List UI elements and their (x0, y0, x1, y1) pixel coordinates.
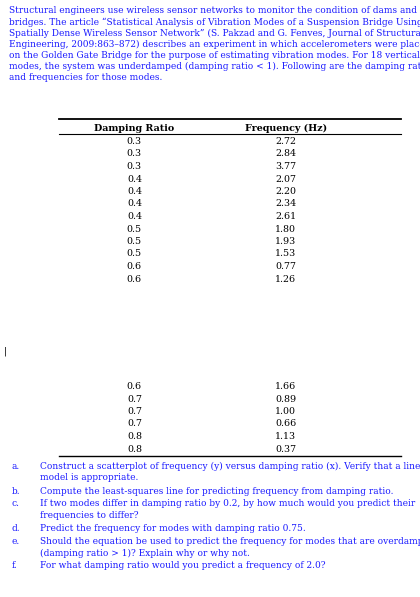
Text: Predict the frequency for modes with damping ratio 0.75.: Predict the frequency for modes with dam… (40, 524, 306, 533)
Text: frequencies to differ?: frequencies to differ? (40, 511, 139, 520)
Text: Damping Ratio: Damping Ratio (94, 124, 175, 133)
Text: model is appropriate.: model is appropriate. (40, 473, 138, 482)
Text: Frequency (Hz): Frequency (Hz) (244, 124, 327, 133)
Text: 2.07: 2.07 (275, 174, 296, 183)
Text: bridges. The article “Statistical Analysis of Vibration Modes of a Suspension Br: bridges. The article “Statistical Analys… (9, 17, 420, 26)
Text: 1.66: 1.66 (275, 382, 296, 391)
Text: 0.37: 0.37 (275, 445, 296, 454)
Text: Construct a scatterplot of frequency (y) versus damping ratio (x). Verify that a: Construct a scatterplot of frequency (y)… (40, 462, 420, 471)
Text: 0.4: 0.4 (127, 199, 142, 208)
Text: Spatially Dense Wireless Sensor Network” (S. Pakzad and G. Fenves, Journal of St: Spatially Dense Wireless Sensor Network”… (9, 29, 420, 38)
Text: 1.80: 1.80 (275, 224, 296, 233)
Text: 0.8: 0.8 (127, 445, 142, 454)
Text: 0.7: 0.7 (127, 407, 142, 416)
Text: 1.26: 1.26 (275, 275, 296, 284)
Text: Compute the least-squares line for predicting frequency from damping ratio.: Compute the least-squares line for predi… (40, 487, 394, 496)
Text: If two modes differ in damping ratio by 0.2, by how much would you predict their: If two modes differ in damping ratio by … (40, 500, 415, 509)
Text: 0.4: 0.4 (127, 212, 142, 221)
Text: 0.3: 0.3 (127, 149, 142, 158)
Text: 0.77: 0.77 (275, 262, 296, 271)
Text: 1.53: 1.53 (275, 250, 296, 259)
Text: a.: a. (12, 462, 20, 471)
Text: For what damping ratio would you predict a frequency of 2.0?: For what damping ratio would you predict… (40, 562, 326, 571)
Text: 0.6: 0.6 (127, 275, 142, 284)
Text: 0.4: 0.4 (127, 187, 142, 196)
Text: (damping ratio > 1)? Explain why or why not.: (damping ratio > 1)? Explain why or why … (40, 549, 250, 558)
Text: 0.5: 0.5 (127, 250, 142, 259)
Text: c.: c. (12, 500, 20, 509)
Text: Should the equation be used to predict the frequency for modes that are overdamp: Should the equation be used to predict t… (40, 537, 420, 546)
Text: 0.6: 0.6 (127, 382, 142, 391)
Text: 0.7: 0.7 (127, 420, 142, 429)
Text: 0.6: 0.6 (127, 262, 142, 271)
Text: e.: e. (12, 537, 20, 546)
Text: 1.00: 1.00 (275, 407, 296, 416)
Text: 2.20: 2.20 (275, 187, 296, 196)
Text: Engineering, 2009:863–872) describes an experiment in which accelerometers were : Engineering, 2009:863–872) describes an … (9, 39, 420, 49)
Text: 0.89: 0.89 (275, 395, 296, 404)
Text: 0.66: 0.66 (275, 420, 296, 429)
Text: 0.8: 0.8 (127, 432, 142, 441)
Text: 0.3: 0.3 (127, 137, 142, 146)
Text: f.: f. (12, 562, 18, 571)
Text: 0.5: 0.5 (127, 224, 142, 233)
Text: 1.13: 1.13 (275, 432, 296, 441)
Text: d.: d. (12, 524, 21, 533)
Text: |: | (4, 347, 7, 356)
Text: 0.3: 0.3 (127, 162, 142, 171)
Text: and frequencies for those modes.: and frequencies for those modes. (9, 73, 163, 82)
Text: modes, the system was underdamped (damping ratio < 1). Following are the damping: modes, the system was underdamped (dampi… (9, 62, 420, 71)
Text: 1.93: 1.93 (275, 237, 296, 246)
Text: 2.61: 2.61 (275, 212, 296, 221)
Text: 2.34: 2.34 (275, 199, 296, 208)
Text: Structural engineers use wireless sensor networks to monitor the condition of da: Structural engineers use wireless sensor… (9, 6, 417, 15)
Text: 2.72: 2.72 (275, 137, 296, 146)
Text: 0.4: 0.4 (127, 174, 142, 183)
Text: 2.84: 2.84 (275, 149, 296, 158)
Text: b.: b. (12, 487, 21, 496)
Text: on the Golden Gate Bridge for the purpose of estimating vibration modes. For 18 : on the Golden Gate Bridge for the purpos… (9, 51, 420, 60)
Text: 0.7: 0.7 (127, 395, 142, 404)
Text: 0.5: 0.5 (127, 237, 142, 246)
Text: 3.77: 3.77 (275, 162, 296, 171)
